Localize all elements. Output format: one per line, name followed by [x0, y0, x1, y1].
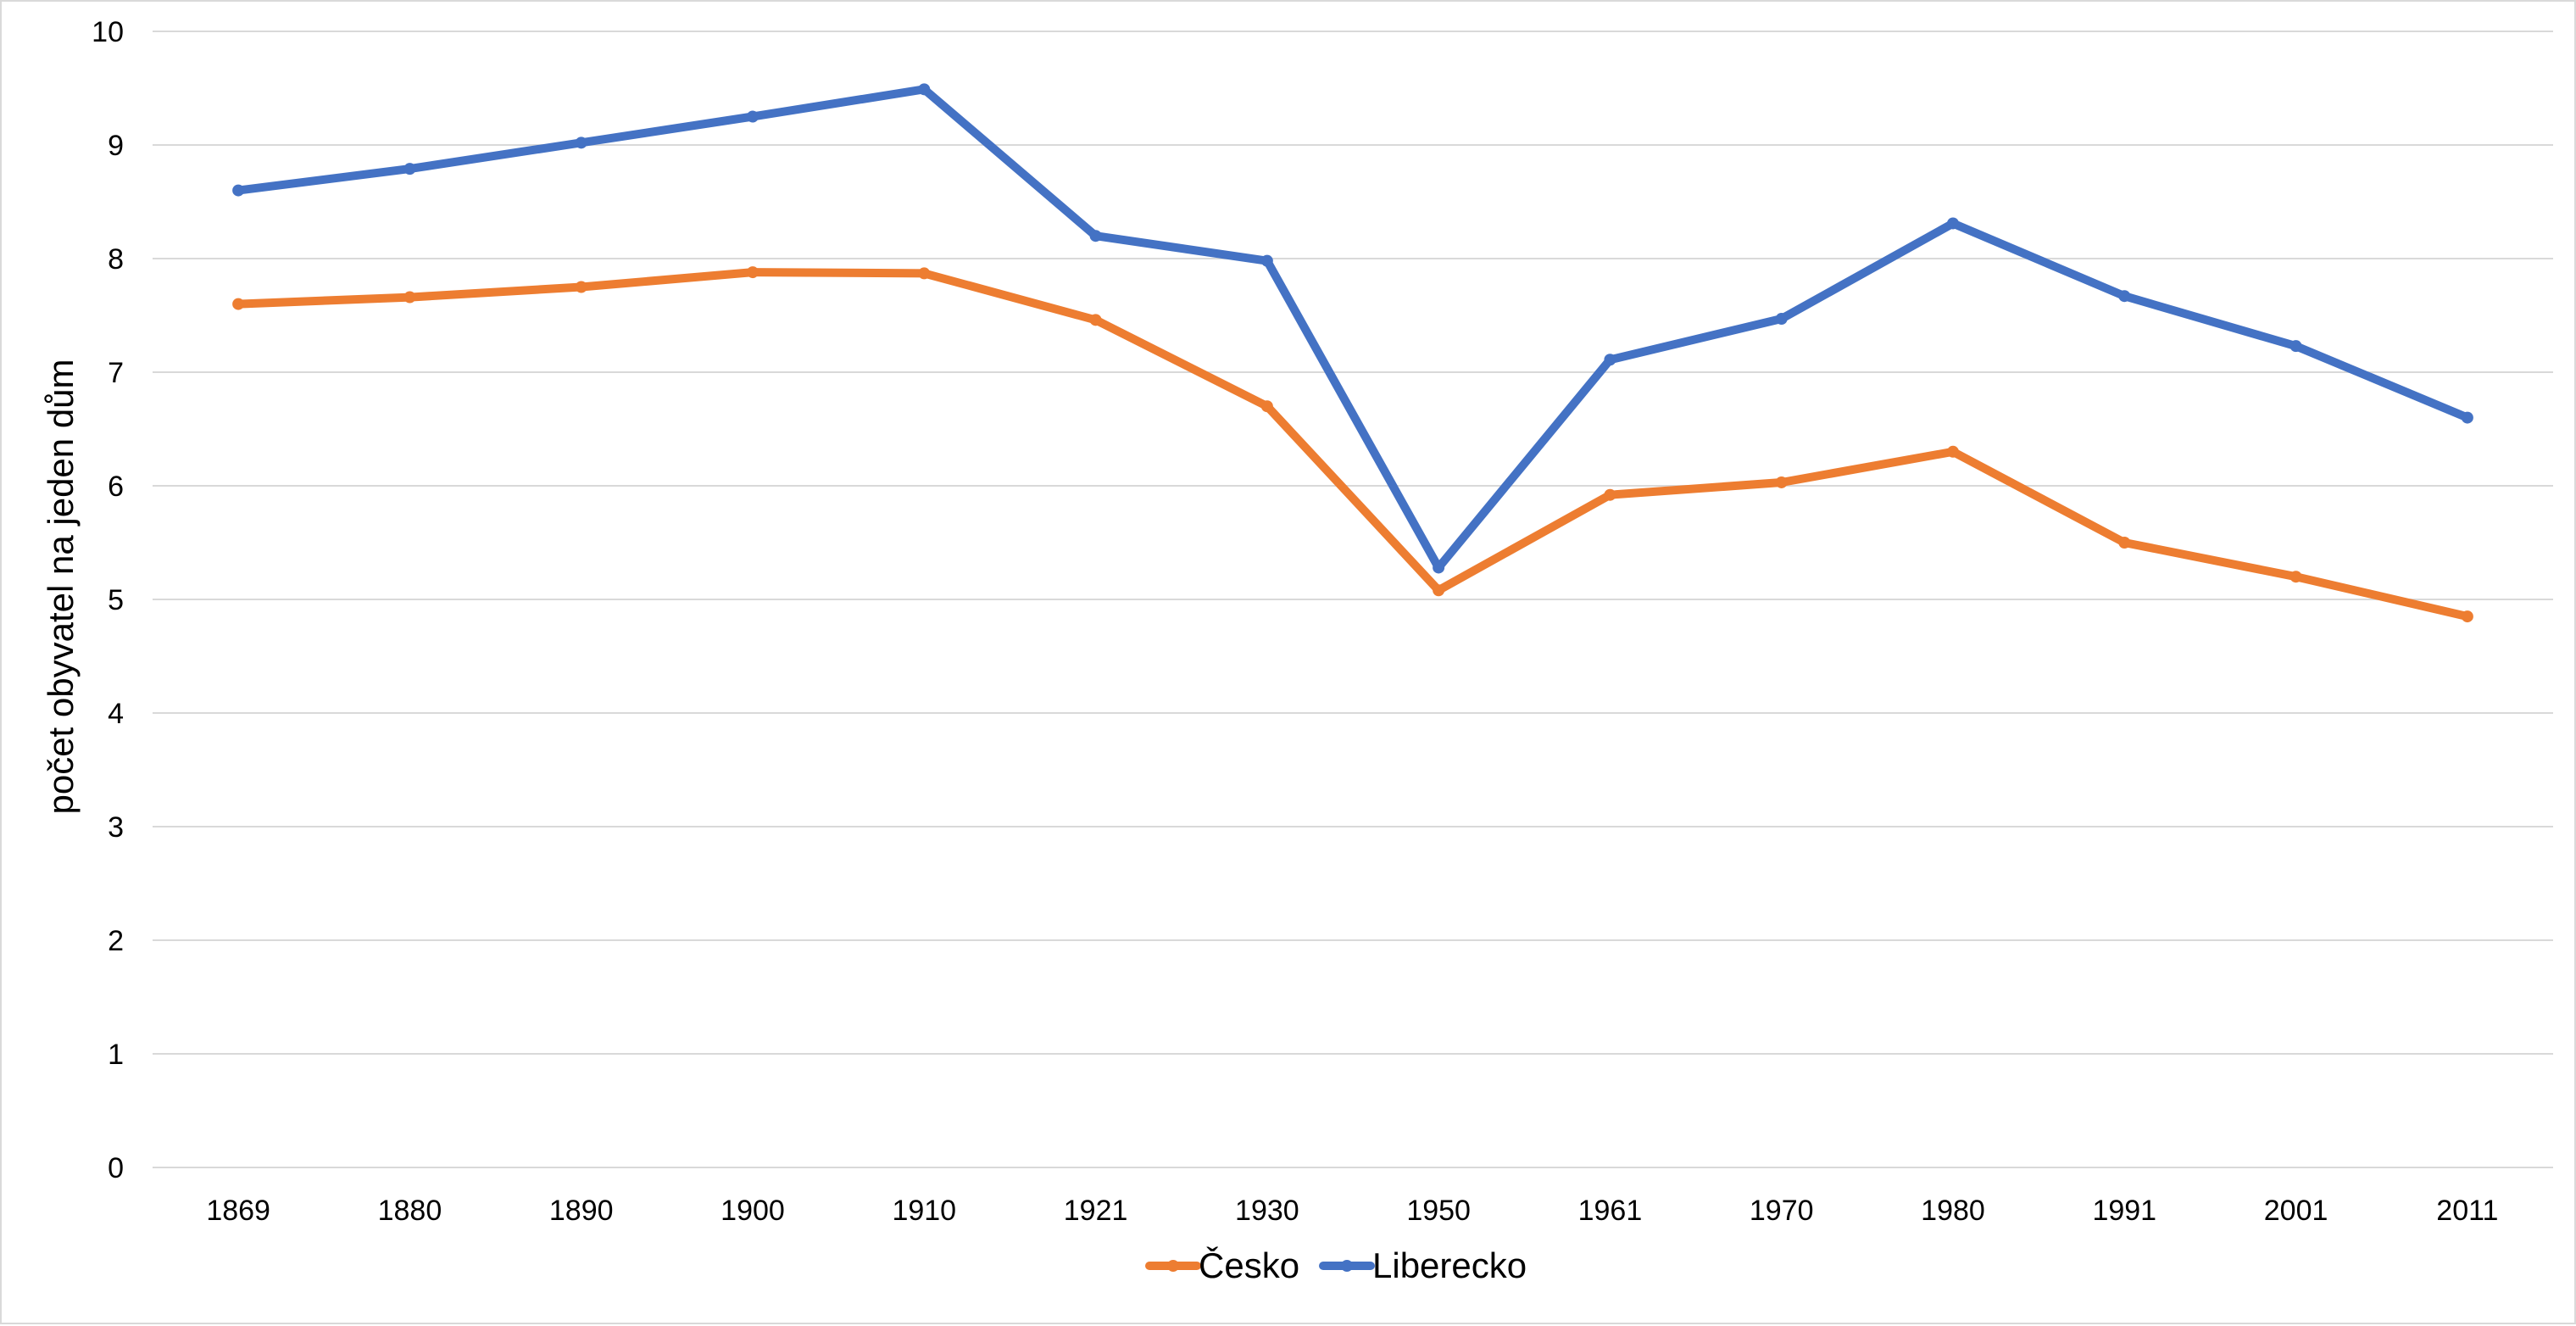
x-tick-label: 1930: [1235, 1195, 1299, 1227]
legend-marker: [1167, 1260, 1179, 1272]
x-tick-label: 1961: [1578, 1195, 1643, 1227]
data-point: [1947, 445, 1959, 458]
x-tick-label: 1900: [721, 1195, 785, 1227]
x-tick-label: 1921: [1064, 1195, 1128, 1227]
data-point: [1260, 400, 1273, 413]
data-point: [2289, 571, 2302, 583]
y-axis-tick-labels: 0 1 2 3 4 5 6 7 8 9 10: [92, 16, 124, 1184]
y-tick-label: 3: [108, 811, 124, 844]
y-axis-title: počet obyvatel na jeden dům: [41, 359, 81, 814]
y-tick-label: 1: [108, 1039, 124, 1071]
data-point: [2461, 411, 2473, 424]
legend-label: Liberecko: [1372, 1245, 1527, 1285]
data-point: [2118, 537, 2131, 549]
y-tick-label: 0: [108, 1152, 124, 1184]
data-point: [1775, 313, 1788, 326]
data-point: [1433, 584, 1445, 597]
x-tick-label: 1950: [1406, 1195, 1471, 1227]
gridlines: [153, 31, 2553, 1055]
data-point: [1433, 561, 1445, 574]
data-point: [1775, 476, 1788, 488]
data-point: [575, 281, 587, 293]
data-point: [1604, 354, 1616, 366]
data-point: [918, 267, 931, 280]
data-point: [2461, 610, 2473, 623]
data-point: [232, 184, 245, 197]
y-tick-label: 7: [108, 357, 124, 389]
data-point: [1947, 217, 1959, 230]
x-tick-label: 2011: [2436, 1195, 2498, 1227]
series-line-1: [234, 85, 2472, 572]
x-tick-label: 1869: [206, 1195, 270, 1227]
y-tick-label: 10: [92, 16, 124, 48]
x-tick-label: 1880: [378, 1195, 442, 1227]
data-point: [1604, 488, 1616, 501]
data-point: [2118, 290, 2131, 303]
y-tick-label: 6: [108, 471, 124, 503]
data-point: [747, 266, 759, 279]
x-tick-label: 2001: [2264, 1195, 2328, 1227]
x-tick-label: 1980: [1921, 1195, 1985, 1227]
x-tick-label: 1890: [549, 1195, 614, 1227]
x-tick-label: 1910: [892, 1195, 956, 1227]
data-point: [575, 136, 587, 149]
x-axis-tick-labels: 1869 1880 1890 1900 1910 1921 1930 1950 1961 1970…: [206, 1195, 2498, 1227]
data-point: [403, 163, 416, 176]
data-point: [2289, 340, 2302, 353]
data-point: [1089, 230, 1102, 242]
data-point: [1089, 314, 1102, 326]
y-tick-label: 9: [108, 130, 124, 162]
legend-marker: [1341, 1260, 1353, 1272]
y-tick-label: 2: [108, 925, 124, 957]
data-point: [747, 110, 759, 123]
data-point: [918, 83, 931, 96]
y-tick-label: 8: [108, 243, 124, 276]
x-tick-label: 1991: [2092, 1195, 2156, 1227]
data-point: [403, 291, 416, 304]
x-tick-label: 1970: [1750, 1195, 1814, 1227]
y-tick-label: 5: [108, 584, 124, 616]
series-lines: [232, 83, 2473, 623]
legend-label: Česko: [1199, 1245, 1299, 1285]
data-point: [232, 298, 245, 310]
series-line-0: [234, 268, 2472, 621]
y-tick-label: 4: [108, 698, 124, 730]
data-point: [1260, 254, 1273, 267]
legend: Česko Liberecko: [1145, 1245, 1527, 1285]
